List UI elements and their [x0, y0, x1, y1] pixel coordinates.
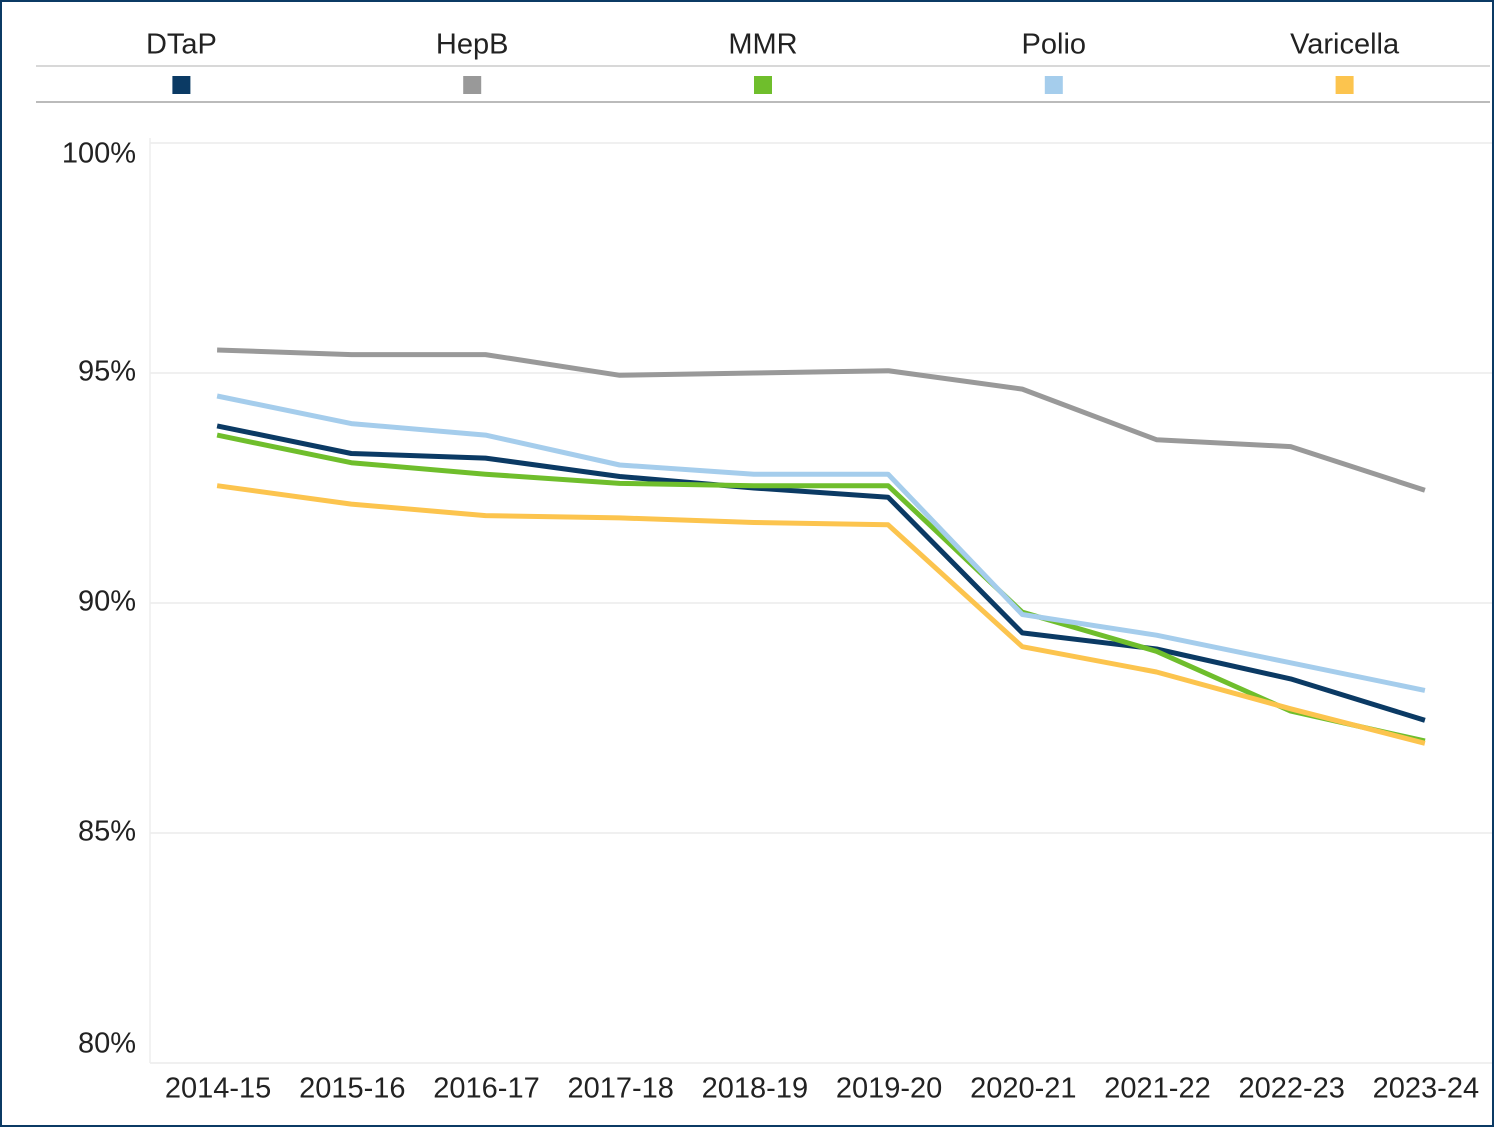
y-tick-label: 80%	[78, 1028, 136, 1060]
y-tick-label: 100%	[62, 138, 136, 170]
series-line	[216, 423, 1426, 723]
x-tick-label: 2016-17	[433, 1073, 539, 1105]
x-tick-label: 2019-20	[836, 1073, 942, 1105]
legend-label: HepB	[436, 29, 509, 61]
x-tick-label: 2023-24	[1373, 1073, 1479, 1105]
series-line	[217, 347, 1426, 493]
legend-label: Polio	[1022, 29, 1087, 61]
x-tick-label: 2022-23	[1238, 1073, 1344, 1105]
x-tick-label: 2018-19	[702, 1073, 808, 1105]
x-tick-label: 2014-15	[165, 1073, 271, 1105]
series-line	[216, 432, 1426, 744]
x-tick-label: 2017-18	[567, 1073, 673, 1105]
legend-swatch	[463, 76, 482, 94]
legend-swatch	[1335, 76, 1354, 94]
legend-swatch	[172, 76, 191, 94]
y-tick-label: 90%	[78, 586, 136, 618]
y-tick-label: 85%	[78, 816, 136, 848]
legend-label: MMR	[728, 29, 797, 61]
legend-label: Varicella	[1290, 29, 1400, 61]
legend-swatch	[754, 76, 772, 94]
x-tick-label: 2015-16	[299, 1073, 405, 1105]
series-line	[216, 483, 1426, 746]
legend-swatch	[1044, 76, 1063, 94]
x-tick-label: 2021-22	[1104, 1073, 1210, 1105]
series-line	[216, 393, 1426, 693]
legend-label: DTaP	[146, 29, 217, 61]
y-tick-label: 95%	[78, 356, 136, 388]
x-tick-label: 2020-21	[970, 1073, 1076, 1105]
